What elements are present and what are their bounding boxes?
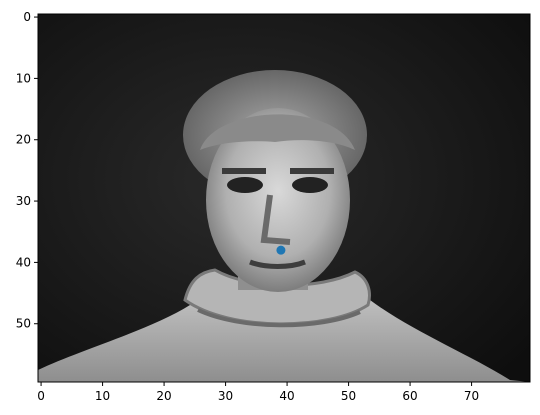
y-tick-label: 0 xyxy=(23,10,31,24)
fringe xyxy=(200,114,355,150)
x-tick-label: 20 xyxy=(156,389,171,403)
image-area xyxy=(38,14,530,382)
marker-point xyxy=(276,245,286,255)
face xyxy=(206,108,350,292)
x-axis: 0 10 20 30 40 50 60 70 xyxy=(37,382,479,403)
y-tick-label: 50 xyxy=(16,317,31,331)
y-tick-label: 20 xyxy=(16,133,31,147)
axes-frame xyxy=(37,13,531,383)
x-tick-label: 10 xyxy=(95,389,110,403)
y-tick-label: 30 xyxy=(16,194,31,208)
right-eyebrow xyxy=(290,168,334,174)
x-tick-label: 50 xyxy=(341,389,356,403)
left-eye xyxy=(227,177,263,193)
sweater xyxy=(38,285,530,382)
collar-fold xyxy=(197,308,361,328)
x-tick-label: 70 xyxy=(464,389,479,403)
mouth xyxy=(249,259,306,269)
y-tick-label: 10 xyxy=(16,71,31,85)
left-eyebrow xyxy=(222,168,266,174)
y-tick-label: 40 xyxy=(16,255,31,269)
right-eye xyxy=(292,177,328,193)
x-tick-label: 30 xyxy=(218,389,233,403)
y-axis: 0 10 20 30 40 50 xyxy=(16,10,38,331)
x-tick-label: 60 xyxy=(402,389,417,403)
x-tick-label: 40 xyxy=(279,389,294,403)
nose xyxy=(260,194,291,245)
x-tick-label: 0 xyxy=(37,389,45,403)
